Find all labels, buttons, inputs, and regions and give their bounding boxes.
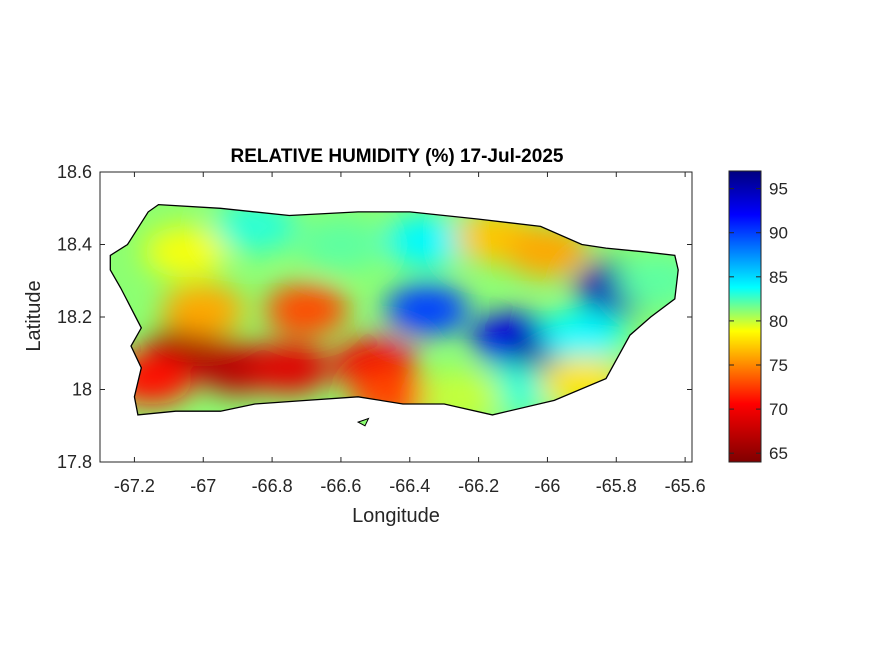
humidity-cell	[615, 254, 679, 307]
colorbar-tick-label: 95	[769, 180, 788, 199]
humidity-cell	[161, 283, 246, 336]
x-tick-label: -66.8	[252, 476, 293, 496]
islets	[356, 417, 370, 427]
island-outline	[109, 203, 679, 416]
x-tick-label: -66.2	[458, 476, 499, 496]
y-tick-label: 18.6	[57, 162, 92, 182]
colorbar-tick-label: 65	[769, 444, 788, 463]
colorbar-tick-label: 80	[769, 312, 788, 331]
x-tick-label: -67.2	[114, 476, 155, 496]
x-tick-label: -66.6	[320, 476, 361, 496]
colorbar-gradient	[728, 170, 762, 463]
y-tick-label: 18.2	[57, 307, 92, 327]
y-tick-label: 17.8	[57, 452, 92, 472]
x-axis-label: Longitude	[352, 505, 440, 527]
colorbar-tick-label: 90	[769, 224, 788, 243]
humidity-cell	[298, 218, 383, 271]
colorbar-tick-label: 85	[769, 268, 788, 287]
humidity-cell	[385, 214, 469, 267]
x-axis-ticks: -67.2 -67 -66.8 -66.6 -66.4 -66.2 -66 -65.8 -65.…	[114, 172, 706, 496]
humidity-cell	[385, 283, 469, 336]
colorbar-ticks: 95 90 85 80 75 70 65	[729, 180, 788, 463]
x-tick-label: -66.4	[389, 476, 430, 496]
x-tick-label: -66	[534, 476, 560, 496]
x-tick-label: -67	[190, 476, 216, 496]
y-axis-label: Latitude	[23, 280, 45, 351]
humidity-cell	[539, 309, 624, 362]
y-axis-ticks: 18.6 18.4 18.2 18 17.8	[57, 162, 692, 472]
colorbar-tick-label: 70	[769, 400, 788, 419]
x-tick-label: -65.6	[665, 476, 706, 496]
humidity-cell	[247, 341, 332, 394]
map-axes: -67.2 -67 -66.8 -66.6 -66.4 -66.2 -66 -65.8 -65.…	[57, 162, 706, 496]
colorbar-tick-label: 75	[769, 356, 788, 375]
islet	[356, 417, 370, 427]
humidity-cell	[264, 283, 349, 336]
humidity-cell	[144, 225, 228, 278]
map-title: RELATIVE HUMIDITY (%) 17-Jul-2025	[231, 146, 564, 167]
y-tick-label: 18.4	[57, 235, 92, 255]
x-tick-label: -65.8	[596, 476, 637, 496]
y-tick-label: 18	[72, 380, 92, 400]
colorbar: 95 90 85 80 75 70 65	[728, 170, 788, 463]
